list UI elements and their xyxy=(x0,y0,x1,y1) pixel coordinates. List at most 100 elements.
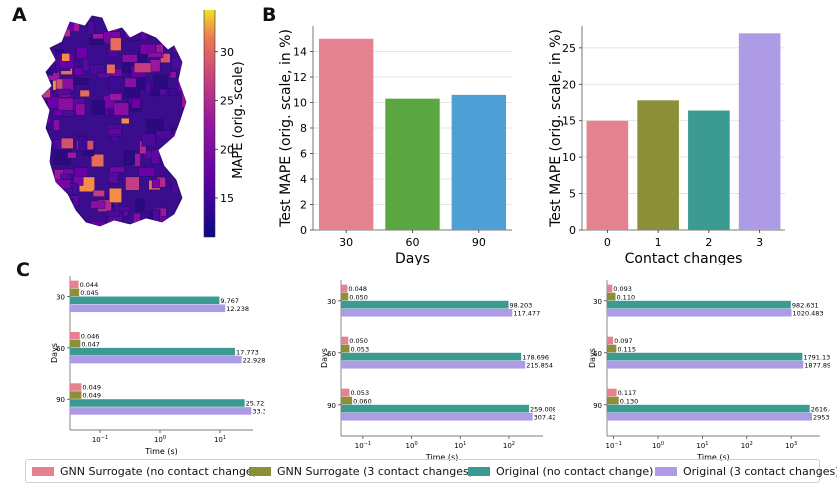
bar-value-label: 12.238 xyxy=(226,305,249,313)
bar-value-label: 98.203 xyxy=(510,301,533,309)
bar-value-label: 0.115 xyxy=(617,345,636,353)
colorbar-tick-label: 30 xyxy=(220,46,234,59)
bar-value-label: 0.130 xyxy=(620,397,639,405)
district-region xyxy=(173,216,181,226)
bar-value-label: 0.050 xyxy=(349,337,368,345)
y-tick-label: 14 xyxy=(293,46,307,59)
legend-swatch xyxy=(468,466,490,476)
bar-value-label: 22.928 xyxy=(243,356,265,364)
y-tick-label: 2 xyxy=(300,199,307,212)
bar-days-30-series-0 xyxy=(607,284,613,293)
x-axis-label: Time (s) xyxy=(696,453,730,461)
bar-days-60-series-0 xyxy=(341,336,349,345)
district-region xyxy=(177,16,186,25)
district-region xyxy=(182,112,186,127)
bar-value-label: 0.045 xyxy=(80,289,99,297)
y-tick-label: 10 xyxy=(562,151,576,164)
district-region xyxy=(77,136,88,152)
district-region xyxy=(51,30,61,39)
district-region xyxy=(92,33,104,40)
district-region xyxy=(97,72,111,79)
district-region xyxy=(51,210,61,225)
district-region xyxy=(123,87,140,99)
bar-days-60-series-3 xyxy=(607,360,804,369)
bar-days-30-series-3 xyxy=(341,308,513,317)
x-axis-label: Contact changes xyxy=(625,251,743,265)
district-region xyxy=(170,37,182,46)
bar-value-label: 0.053 xyxy=(350,345,369,353)
bar-value-label: 0.053 xyxy=(350,389,369,397)
bar-90 xyxy=(451,94,507,230)
district-region xyxy=(173,129,186,145)
bar-days-60-series-2 xyxy=(70,347,235,356)
district-region xyxy=(61,53,71,62)
district-region xyxy=(179,183,186,192)
x-axis-label: Time (s) xyxy=(144,447,178,456)
district-region xyxy=(155,44,164,58)
x-tick-label: 2 xyxy=(705,236,712,249)
y-tick-label: 4 xyxy=(300,173,307,186)
district-region xyxy=(55,19,64,33)
x-tick-label: 30 xyxy=(339,236,353,249)
district-region xyxy=(87,21,95,35)
district-region xyxy=(45,23,63,34)
district-region xyxy=(179,143,186,153)
district-region xyxy=(53,119,60,131)
x-tick-label: 100 xyxy=(652,441,664,450)
bar-days-60-series-2 xyxy=(341,352,522,361)
bar-value-label: 17.773 xyxy=(236,348,259,356)
bar-days-60-series-3 xyxy=(70,355,242,364)
district-region xyxy=(109,187,122,203)
bar-days-90-series-3 xyxy=(341,412,533,421)
district-region xyxy=(106,210,121,217)
district-region xyxy=(114,205,132,212)
district-region xyxy=(123,150,135,166)
chart-mape-by-contact-changes: 0 5 10 15 20 25 0 1 2 3 Contact changes Test MAPE (… xyxy=(548,26,785,265)
bar-days-60-series-1 xyxy=(341,344,350,353)
y-tick-label: 20 xyxy=(562,78,576,91)
district-region xyxy=(75,103,86,116)
district-region xyxy=(182,152,186,166)
colorbar-label: MAPE (orig. scale) xyxy=(231,61,246,178)
legend-item-gnn-3-changes: GNN Surrogate (3 contact changes) xyxy=(249,464,473,478)
legend-label: Original (3 contact changes) xyxy=(683,464,837,478)
bar-2 xyxy=(688,110,730,230)
legend-swatch xyxy=(655,466,677,476)
bar-days-30-series-2 xyxy=(607,300,791,309)
y-tick-label: 6 xyxy=(300,148,307,161)
y-tick-label: 60 xyxy=(56,345,65,353)
district-region xyxy=(168,88,178,96)
district-region xyxy=(57,204,71,216)
chart-runtime-panel-2: 10−1 100 101 102300.0480.05098.203117.47760… xyxy=(320,280,555,461)
district-region xyxy=(42,174,53,188)
district-region xyxy=(60,173,71,180)
district-region xyxy=(151,149,160,165)
district-region xyxy=(43,190,53,204)
x-tick-label: 1 xyxy=(655,236,662,249)
district-region xyxy=(44,149,53,158)
legend-label: GNN Surrogate (3 contact changes) xyxy=(277,464,474,478)
bar-value-label: 0.117 xyxy=(618,389,637,397)
bar-days-30-series-3 xyxy=(607,308,792,317)
bar-value-label: 1020.483 xyxy=(793,309,824,317)
x-tick-label: 90 xyxy=(472,236,486,249)
bar-value-label: 2953.205 xyxy=(813,413,830,421)
bar-days-90-series-0 xyxy=(341,388,350,397)
bar-days-60-series-0 xyxy=(70,331,80,340)
district-region xyxy=(162,22,170,38)
y-axis-label: Test MAPE (orig. scale, in %) xyxy=(548,29,564,228)
district-region xyxy=(56,88,71,96)
bar-days-90-series-2 xyxy=(341,404,530,413)
district-region xyxy=(61,137,74,149)
x-tick-label: 60 xyxy=(406,236,420,249)
bar-days-60-series-1 xyxy=(70,339,81,348)
district-region xyxy=(82,58,90,72)
district-region xyxy=(42,221,54,226)
district-region xyxy=(141,133,156,147)
district-region xyxy=(108,128,123,135)
district-region xyxy=(160,53,171,63)
bar-value-label: 1791.130 xyxy=(803,353,830,361)
bar-days-30-series-2 xyxy=(70,296,220,305)
bar-days-60-series-1 xyxy=(607,344,617,353)
